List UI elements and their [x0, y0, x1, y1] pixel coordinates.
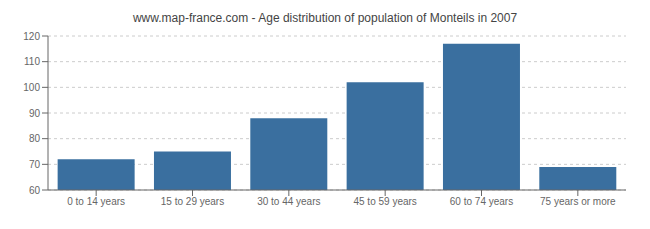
- svg-text:60: 60: [29, 185, 41, 196]
- svg-text:0 to 14 years: 0 to 14 years: [67, 196, 125, 207]
- svg-text:90: 90: [29, 108, 41, 119]
- html-text:www.map-france.com - Age distr: www.map-france.com - Age distribution of…: [132, 11, 518, 25]
- svg-text:60 to 74 years: 60 to 74 years: [450, 196, 513, 207]
- svg-text:45 to 59 years: 45 to 59 years: [353, 196, 416, 207]
- svg-text:30 to 44 years: 30 to 44 years: [257, 196, 320, 207]
- svg-text:80: 80: [29, 133, 41, 144]
- svg-text:120: 120: [23, 31, 40, 42]
- svg-text:100: 100: [23, 82, 40, 93]
- svg-text:15 to 29 years: 15 to 29 years: [161, 196, 224, 207]
- svg-text:75 years or more: 75 years or more: [540, 196, 616, 207]
- svg-text:70: 70: [29, 159, 41, 170]
- svg-text:110: 110: [24, 56, 40, 67]
